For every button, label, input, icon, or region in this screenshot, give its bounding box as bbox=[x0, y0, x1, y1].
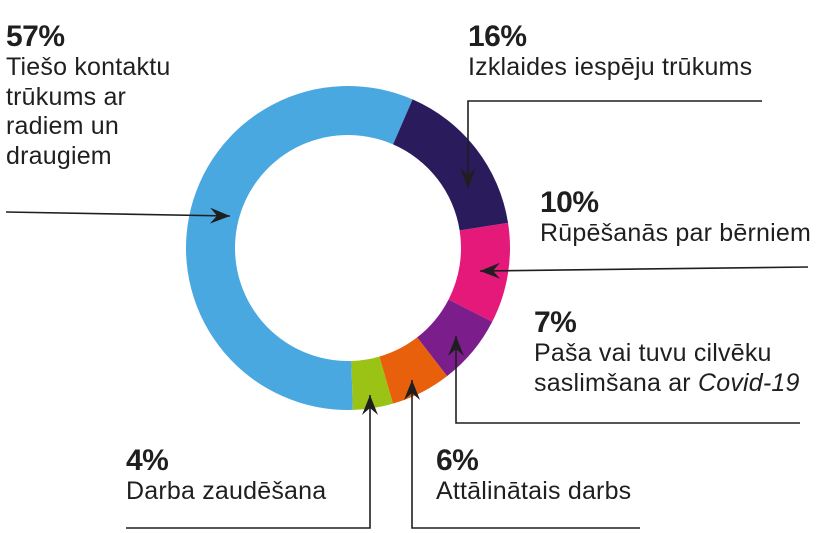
category-label-covid: Paša vai tuvu cilvēku saslimšana ar Covi… bbox=[534, 339, 814, 398]
value-label-zaudesana: 4% bbox=[126, 444, 169, 477]
label-izklaide: 16% Izklaides iespēju trūkums bbox=[468, 20, 808, 83]
leader-line-kontakti bbox=[5, 211, 231, 217]
slice-izklaide bbox=[393, 99, 509, 231]
leader-line-attalinatais bbox=[411, 380, 640, 529]
category-label-covid-main: Paša vai tuvu cilvēku saslimšana ar bbox=[534, 339, 772, 397]
arrowhead-izklaide bbox=[460, 168, 476, 188]
leader-line-covid bbox=[455, 336, 800, 424]
arrowhead-kontakti bbox=[209, 207, 230, 224]
label-berni: 10% Rūpēšanās par bērniem bbox=[540, 186, 820, 249]
leader-lines bbox=[5, 100, 809, 529]
category-label-zaudesana: Darba zaudēšana bbox=[126, 477, 327, 505]
category-label-izklaide: Izklaides iespēju trūkums bbox=[468, 53, 753, 81]
value-label-izklaide: 16% bbox=[468, 20, 527, 53]
value-label-kontakti: 57% bbox=[6, 20, 65, 53]
arrowhead-covid bbox=[448, 336, 464, 356]
arrowhead-attalinatais bbox=[404, 380, 420, 400]
slice-berni bbox=[448, 222, 510, 322]
category-label-covid-italic: Covid-19 bbox=[697, 368, 800, 397]
leader-line-zaudesana bbox=[126, 395, 371, 529]
leader-line-izklaide bbox=[467, 100, 762, 188]
category-label-attalinatais: Attālinātais darbs bbox=[436, 477, 632, 505]
value-label-attalinatais: 6% bbox=[436, 444, 479, 477]
value-label-berni: 10% bbox=[540, 186, 599, 219]
slice-kontakti bbox=[186, 85, 413, 410]
category-label-kontakti: Tiešo kontaktu trūkums ar radiem un drau… bbox=[6, 53, 171, 170]
value-label-covid: 7% bbox=[534, 306, 577, 339]
donut-slices bbox=[186, 85, 510, 410]
category-label-berni: Rūpēšanās par bērniem bbox=[540, 219, 812, 247]
label-kontakti: 57% Tiešo kontaktu trūkums ar radiem un … bbox=[6, 20, 206, 171]
label-zaudesana: 4% Darba zaudēšana bbox=[126, 444, 386, 507]
label-covid: 7% Paša vai tuvu cilvēku saslimšana ar C… bbox=[534, 306, 814, 398]
arrowhead-zaudesana bbox=[362, 395, 378, 415]
leader-line-berni bbox=[479, 266, 809, 272]
arrowhead-berni bbox=[480, 262, 501, 279]
slice-attalinatais bbox=[379, 337, 448, 404]
label-attalinatais: 6% Attālinātais darbs bbox=[436, 444, 696, 507]
slice-covid bbox=[417, 299, 493, 377]
slice-zaudesana bbox=[351, 356, 393, 410]
